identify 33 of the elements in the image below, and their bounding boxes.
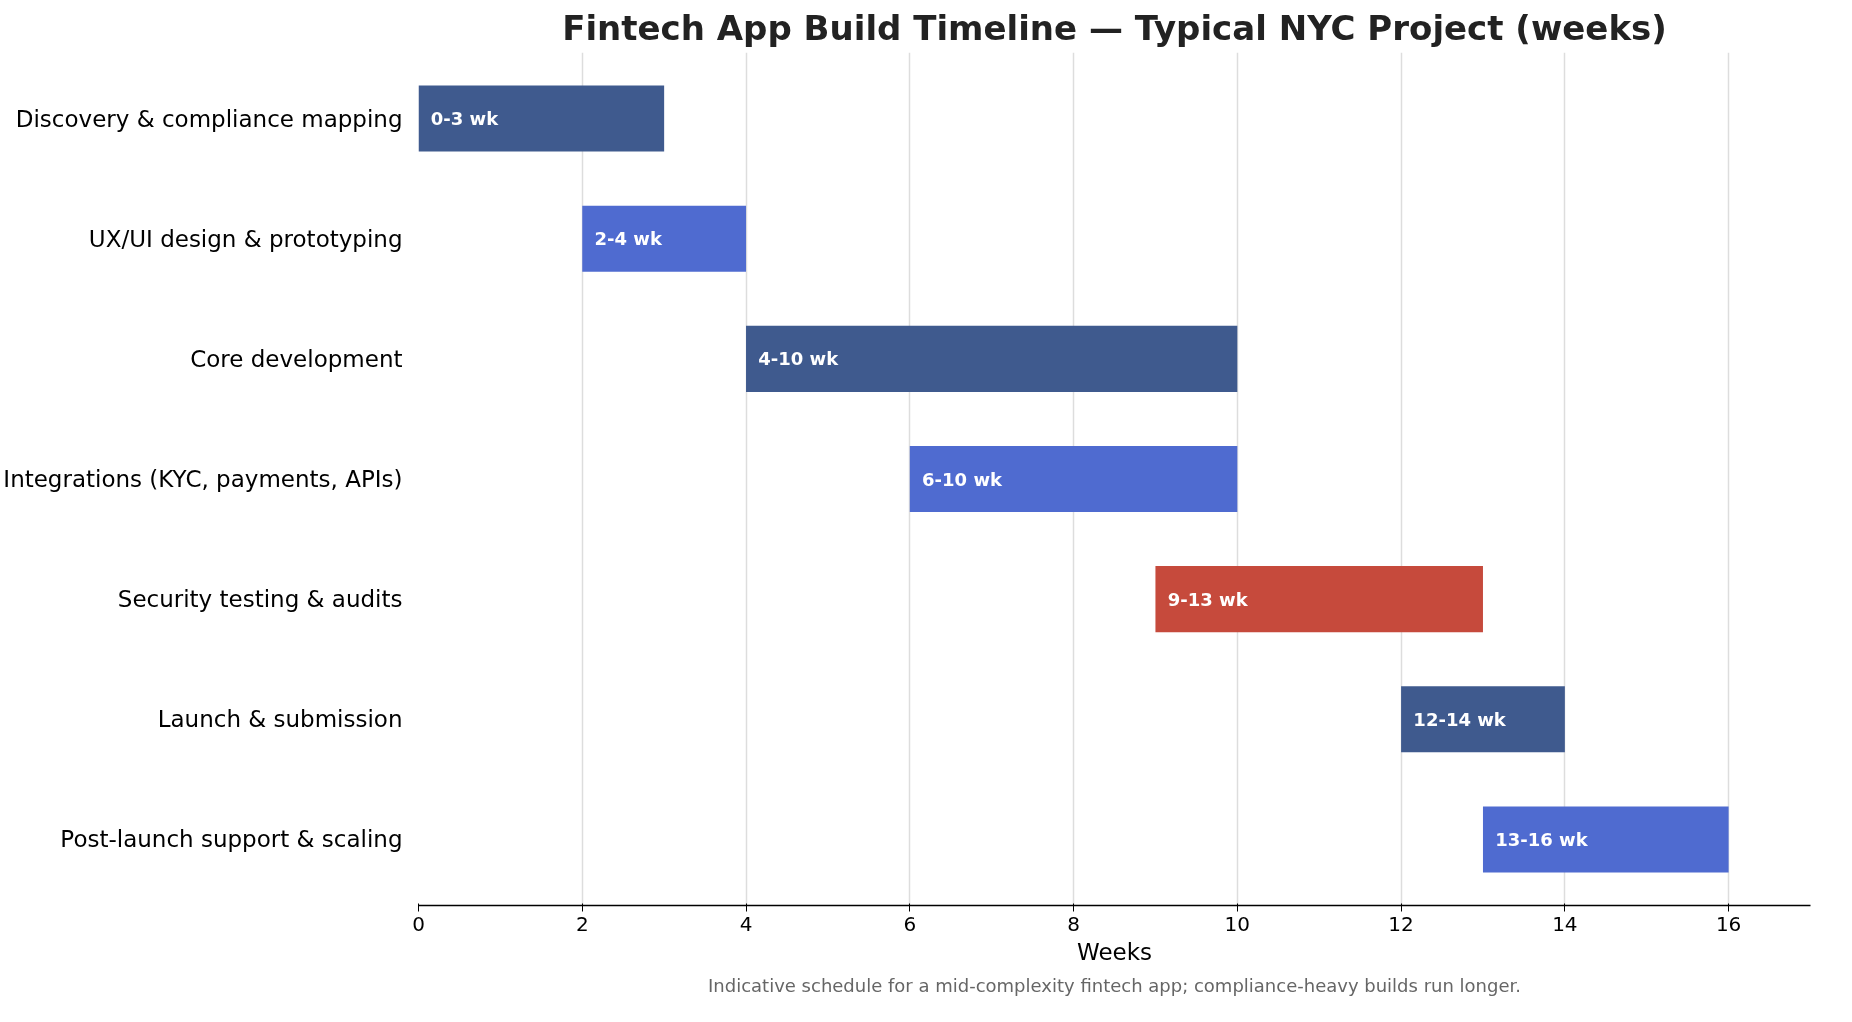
data-label: 6-10 wk xyxy=(922,468,1004,490)
x-tick-label: 4 xyxy=(739,911,753,936)
data-label: 4-10 wk xyxy=(758,348,840,370)
data-label: 12-14 wk xyxy=(1413,708,1507,730)
bar xyxy=(1155,566,1483,633)
data-label: 13-16 wk xyxy=(1495,828,1589,850)
bar xyxy=(1401,686,1565,753)
bar xyxy=(582,205,747,272)
x-tick-label: 14 xyxy=(1552,911,1578,936)
bar xyxy=(909,445,1238,513)
x-tick-label: 10 xyxy=(1224,911,1251,936)
y-tick-label: Security testing & audits xyxy=(117,586,403,613)
data-label: 2-4 wk xyxy=(594,228,663,250)
y-tick-label: UX/UI design & prototyping xyxy=(88,225,403,252)
bar xyxy=(418,85,665,152)
x-tick-label: 0 xyxy=(412,911,425,936)
x-tick-label: 2 xyxy=(575,911,589,936)
bar xyxy=(1482,806,1729,873)
y-tick-label: Launch & submission xyxy=(157,706,403,733)
x-tick-label: 16 xyxy=(1715,911,1742,936)
y-tick-label: Integrations (KYC, payments, APIs) xyxy=(3,466,403,492)
x-tick-label: 6 xyxy=(903,911,917,936)
x-tick-label: 12 xyxy=(1388,911,1414,936)
x-axis-title: Weeks xyxy=(1077,938,1152,965)
chart-title: Fintech App Build Timeline — Typical NYC Project (weeks) xyxy=(562,7,1667,48)
text: Indicative schedule for a mid-complexity fintech app; compliance-heavy builds run longer. xyxy=(708,974,1521,996)
y-tick-label: Core development xyxy=(190,345,403,372)
y-tick-label: Discovery & compliance mapping xyxy=(15,105,403,132)
data-label: 9-13 wk xyxy=(1167,588,1249,610)
x-tick-label: 8 xyxy=(1067,911,1080,936)
bar xyxy=(746,325,1238,392)
data-label: 0-3 wk xyxy=(430,108,500,130)
y-tick-label: Post-launch support & scaling xyxy=(60,826,403,853)
